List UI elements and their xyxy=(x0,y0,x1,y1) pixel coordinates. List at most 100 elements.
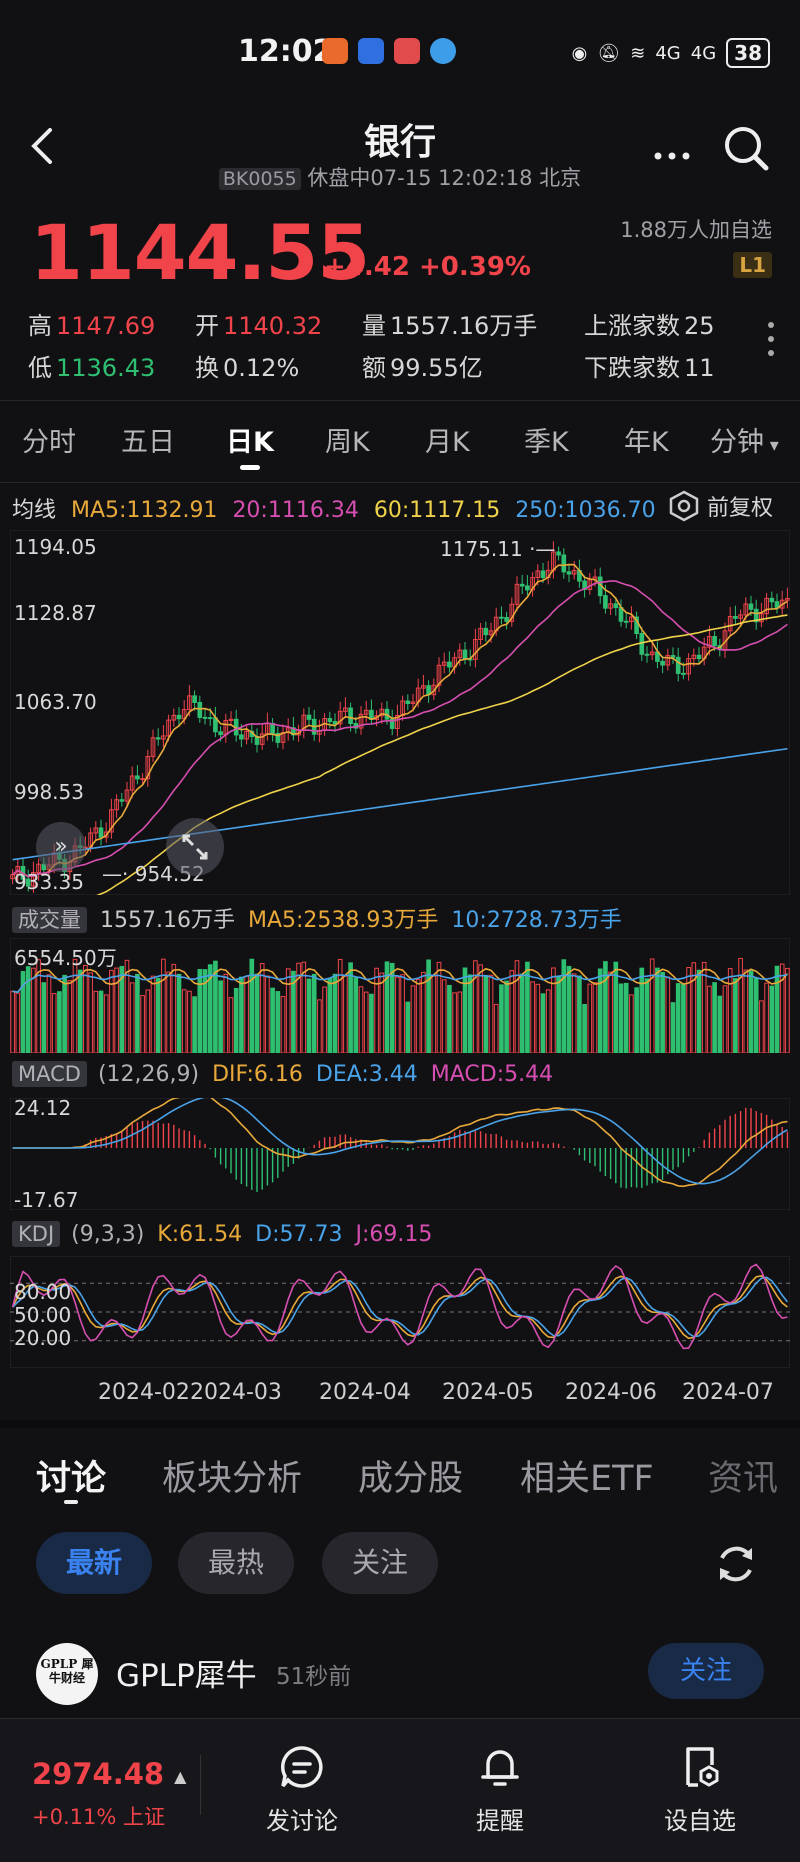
kdj-chart[interactable] xyxy=(10,1256,790,1368)
avatar[interactable]: GPLP 犀牛财经 xyxy=(36,1643,98,1705)
volume-bar xyxy=(88,972,93,1053)
tab-intraday[interactable]: 分时 xyxy=(22,427,76,458)
tab-yearly-k[interactable]: 年K xyxy=(624,427,669,458)
volume-bar xyxy=(249,958,255,1053)
filter-latest[interactable]: 最新 xyxy=(36,1532,152,1594)
follow-button[interactable]: 关注 xyxy=(648,1643,764,1699)
candle xyxy=(613,603,619,609)
volume-bar xyxy=(379,972,385,1053)
volume-bar xyxy=(722,985,728,1053)
volume-bar xyxy=(779,963,785,1053)
refresh-button[interactable] xyxy=(712,1540,760,1588)
candle xyxy=(124,789,130,802)
tab-constituents[interactable]: 成分股 xyxy=(358,1459,464,1499)
adjust-button[interactable]: 前复权 xyxy=(668,490,773,522)
tab-monthly-k[interactable]: 月K xyxy=(425,427,470,458)
volume-bar xyxy=(644,978,650,1053)
candle xyxy=(759,613,764,623)
volume-bar xyxy=(717,995,723,1053)
tab-news[interactable]: 资讯 xyxy=(708,1459,779,1499)
candle xyxy=(145,756,151,780)
hexagon-settings-icon xyxy=(669,490,699,522)
candle xyxy=(603,595,608,609)
x-axis-label: 2024-05 xyxy=(442,1380,534,1405)
back-button[interactable] xyxy=(28,126,58,166)
candle xyxy=(379,708,385,717)
volume-bar xyxy=(46,974,52,1053)
status-time: 12:02 xyxy=(238,34,334,69)
status-system-icons: ◉ 🔕︎ ≋ 4G 4G 38 xyxy=(572,38,770,68)
candle xyxy=(395,714,400,729)
macd-axis-label: 24.12 xyxy=(14,1096,72,1120)
candle xyxy=(275,732,281,743)
scroll-left-button[interactable]: » xyxy=(36,822,86,872)
volume-bar xyxy=(629,994,634,1053)
volume-bar xyxy=(93,990,99,1053)
volume-bar xyxy=(270,987,275,1053)
tab-minute[interactable]: 分钟 ▾ xyxy=(710,427,779,458)
add-watchlist-button[interactable]: 设自选 xyxy=(640,1743,760,1836)
refresh-icon xyxy=(720,1546,752,1582)
more-dots-icon xyxy=(654,152,690,160)
volume-legend: 成交量 1557.16万手 MA5:2538.93万手 10:2728.73万手 xyxy=(12,902,622,934)
tab-related-etf[interactable]: 相关ETF xyxy=(520,1459,654,1499)
candle xyxy=(525,585,530,591)
volume-chart[interactable] xyxy=(10,938,790,1053)
volume-bar xyxy=(478,964,483,1053)
x-axis-label: 2024-04 xyxy=(319,1380,411,1405)
tab-weekly-k[interactable]: 周K xyxy=(325,427,370,458)
level-badge[interactable]: L1 xyxy=(733,252,772,278)
eye-icon: ◉ xyxy=(571,42,588,64)
status-bar: 12:02 ◉ 🔕︎ ≋ 4G 4G 38 xyxy=(0,28,800,80)
filter-following[interactable]: 关注 xyxy=(322,1532,438,1594)
volume-bar xyxy=(499,984,504,1053)
volume-bar xyxy=(228,997,234,1053)
volume-bar xyxy=(317,999,322,1053)
tab-5day[interactable]: 五日 xyxy=(121,427,175,458)
post-discussion-button[interactable]: 发讨论 xyxy=(242,1743,362,1836)
volume-bar xyxy=(332,973,338,1053)
volume-bar xyxy=(155,977,161,1053)
index-value: 2974.48 ▲ xyxy=(32,1757,187,1791)
tab-discussion[interactable]: 讨论 xyxy=(36,1459,107,1499)
volume-bar xyxy=(348,962,353,1053)
page-title: 银行 xyxy=(363,122,436,163)
stats-more-button[interactable] xyxy=(766,320,776,360)
remind-button[interactable]: 提醒 xyxy=(440,1743,560,1836)
stat-amount: 额 99.55亿 xyxy=(362,354,483,382)
volume-bar xyxy=(712,982,717,1053)
volume-bar xyxy=(748,970,754,1053)
tab-quarterly-k[interactable]: 季K xyxy=(524,427,569,458)
candle xyxy=(15,865,21,876)
candle xyxy=(207,717,213,720)
signal-label: 4G xyxy=(655,42,681,64)
fullscreen-button[interactable] xyxy=(166,818,224,876)
candle xyxy=(337,710,343,725)
volume-bar xyxy=(785,967,790,1053)
volume-bar xyxy=(727,968,733,1053)
mute-icon: 🔕︎ xyxy=(597,42,621,64)
tab-daily-k[interactable]: 日K xyxy=(226,427,274,458)
macd-label[interactable]: MACD xyxy=(12,1061,87,1087)
candle xyxy=(431,684,437,696)
candle xyxy=(634,616,639,635)
tab-sector-analysis[interactable]: 板块分析 xyxy=(162,1459,303,1499)
kdj-axis-label: 80.00 xyxy=(14,1280,72,1304)
x-axis-label: 2024-03 xyxy=(190,1380,282,1405)
volume-bar xyxy=(561,959,567,1053)
search-button[interactable] xyxy=(722,124,770,172)
volume-bar xyxy=(769,985,775,1053)
candlestick-chart[interactable] xyxy=(10,530,790,895)
filter-hottest[interactable]: 最热 xyxy=(178,1532,294,1594)
macd-chart[interactable] xyxy=(10,1098,790,1210)
post-author[interactable]: GPLP犀牛 xyxy=(116,1658,257,1694)
candle xyxy=(681,672,686,675)
volume-bar xyxy=(254,973,260,1053)
more-button[interactable] xyxy=(652,146,692,160)
candle xyxy=(665,655,671,666)
kdj-label[interactable]: KDJ xyxy=(12,1221,61,1247)
volume-label[interactable]: 成交量 xyxy=(12,907,87,933)
index-change: +0.11% 上证 xyxy=(32,1805,165,1829)
stat-low: 低 1136.43 xyxy=(28,354,156,382)
candle xyxy=(686,658,691,675)
